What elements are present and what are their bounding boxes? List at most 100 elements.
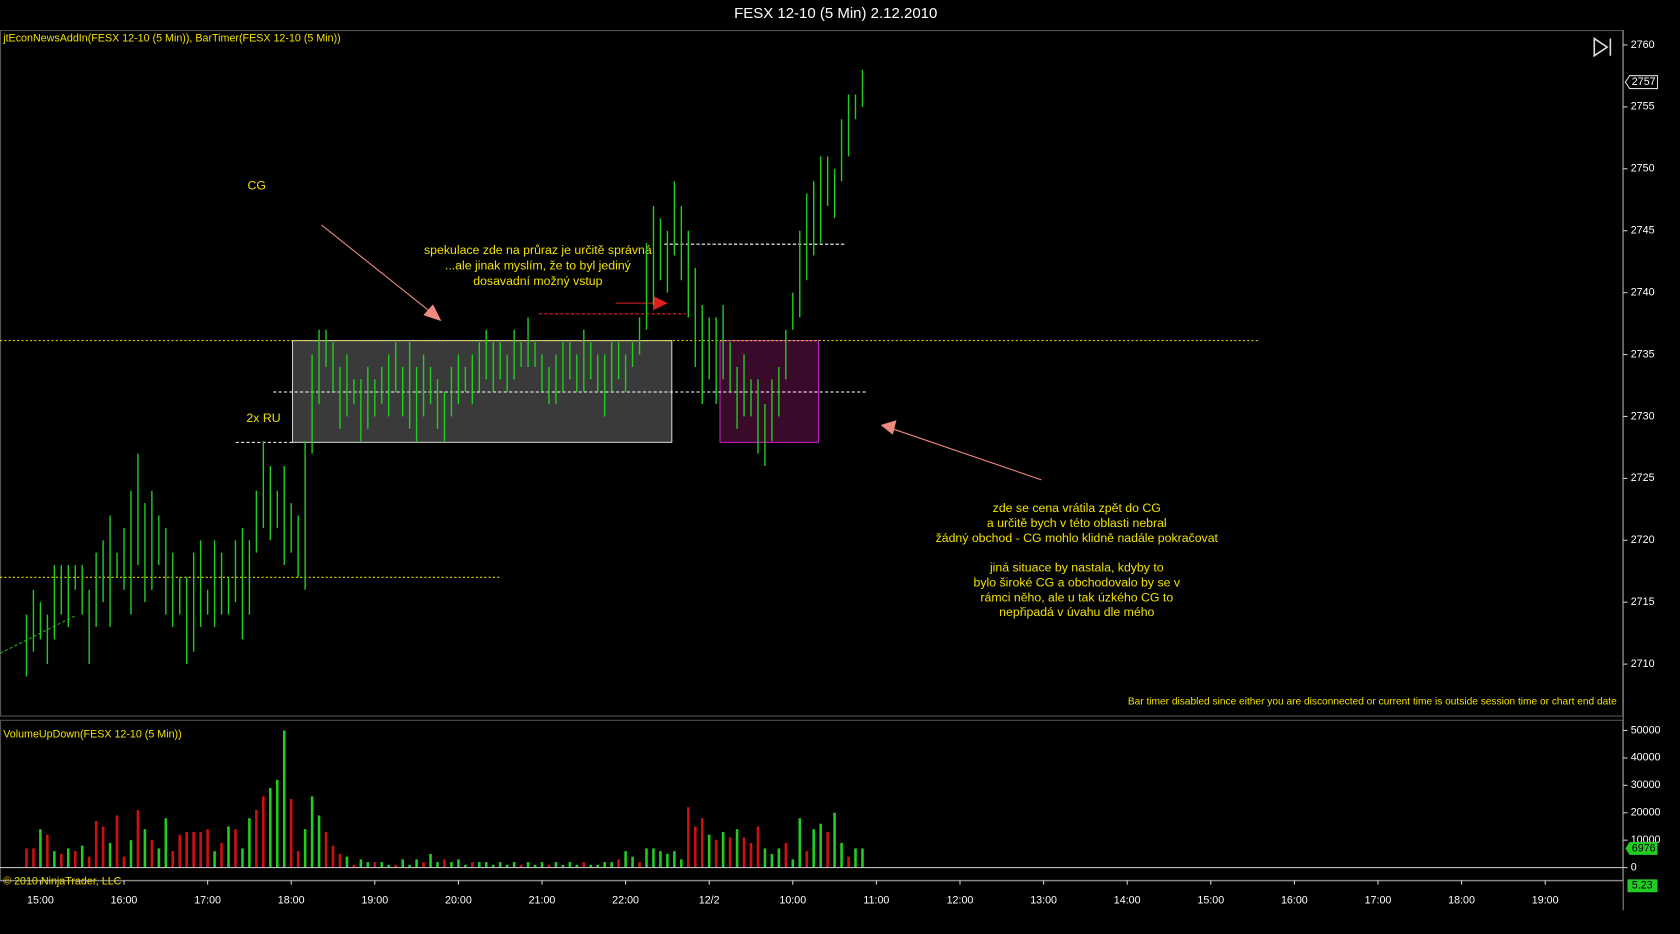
volume-bar [303,829,307,868]
annotation-line: jiná situace by nastala, kdyby to [989,561,1164,575]
volume-bar [32,848,35,868]
arrow [321,224,442,322]
x-tick-label: 19:00 [361,895,388,907]
volume-bar [714,840,718,868]
volume-bar [401,859,404,868]
volume-bar [805,851,809,868]
volume-bar [700,818,704,868]
volume-bar [408,864,411,868]
volume-bar [854,848,857,868]
drawing-objects [0,224,1259,654]
volume-bar [624,851,627,868]
timer-box [1627,879,1658,893]
volume-bar [777,848,781,868]
volume-bar [248,818,251,868]
volume-bar [568,862,572,868]
volume-bar [317,815,321,868]
volume-bar [275,779,279,868]
volume-bar [178,834,182,868]
volume-bar [422,862,425,868]
volume-bar [791,859,795,868]
y2-tick-label: 30000 [1631,779,1661,791]
volume-bar [269,788,272,868]
volume-bar [262,796,265,868]
volume-bar [505,864,509,868]
volume-bar [241,848,244,868]
volume-bar [512,862,516,868]
volume-bar [540,862,544,868]
last-price-marker [1624,75,1659,90]
volume-bar [840,842,843,868]
x-tick-label: 13:00 [1030,895,1057,907]
volume-bar [199,831,202,868]
play-icon[interactable] [1593,37,1612,58]
annotation-line: rámci něho, ale u tak úzkého CG to [980,590,1173,604]
annotation-line: ...ale jinak myslím, že to byl jediný [445,258,632,272]
volume-bar [436,862,439,868]
x-tick-label: 17:00 [1365,895,1392,907]
x-tick-label: 21:00 [529,895,556,907]
volume-bar [150,840,154,868]
volume-bar [812,829,815,868]
x-tick-label: 10:00 [779,895,806,907]
y-tick-label: 2735 [1631,348,1655,360]
volume-bar [394,864,397,868]
x-tick-label: 22:00 [612,895,639,907]
volume-bar [101,826,105,868]
volume-bar [443,859,446,868]
volume-bar [484,862,488,868]
volume-bar [784,842,788,868]
y2-tick-label: 10000 [1631,834,1661,846]
volume-bar [220,842,223,868]
volume-bar [659,851,662,868]
volume-bar [819,823,822,868]
volume-bar [478,862,481,868]
x-tick-label: 20:00 [445,895,472,907]
volume-bar [87,856,91,868]
volume-bar [206,829,209,868]
volume-bar [213,851,216,868]
volume-bar [554,862,558,868]
volume-bar [164,818,168,868]
annotation-line: bylo široké CG a obchodovalo by se v [974,575,1181,589]
volume-bar [519,864,523,868]
y2-tick-label: 40000 [1631,752,1661,764]
volume-bar [310,796,314,868]
x-tick-label: 18:00 [278,895,305,907]
copyright: © 2010 NinjaTrader, LLC [3,875,121,887]
volume-bar [331,845,335,868]
volume-bar [25,848,28,868]
x-tick-label: 15:00 [27,895,54,907]
volume-bar [728,837,732,868]
volume-bar [645,848,648,868]
volume-bar [575,864,579,868]
volume-bar [798,818,802,868]
volume-bar [296,851,300,868]
y-tick-label: 2725 [1631,472,1655,484]
volume-bar [652,848,655,868]
x-tick-label: 17:00 [194,895,221,907]
trend-line [0,615,76,654]
annotation-block: spekulace zde na průraz je určitě správn… [424,243,652,288]
annotation-line: nepřipadá v úvahu dle mého [999,605,1154,619]
y-tick-label: 2740 [1631,286,1655,298]
last-price-label: 2757 [1632,76,1656,88]
volume-bar [547,864,551,868]
y2-tick-label: 20000 [1631,807,1661,819]
y-tick-label: 2755 [1631,101,1655,113]
volume-bar [80,845,84,868]
volume-bar [324,831,328,868]
chart-title: FESX 12-10 (5 Min) 2.12.2010 [734,5,937,22]
volume-bar [721,831,725,868]
volume-bar [39,829,42,868]
volume-bar [129,840,133,868]
volume-bar [763,848,767,868]
y-tick-label: 2715 [1631,596,1655,608]
volume-bar [46,834,49,868]
last-volume-label: 6976 [1632,842,1656,854]
volume-bar [498,862,502,868]
volume-bar [429,853,432,868]
volume-bar [415,859,418,868]
